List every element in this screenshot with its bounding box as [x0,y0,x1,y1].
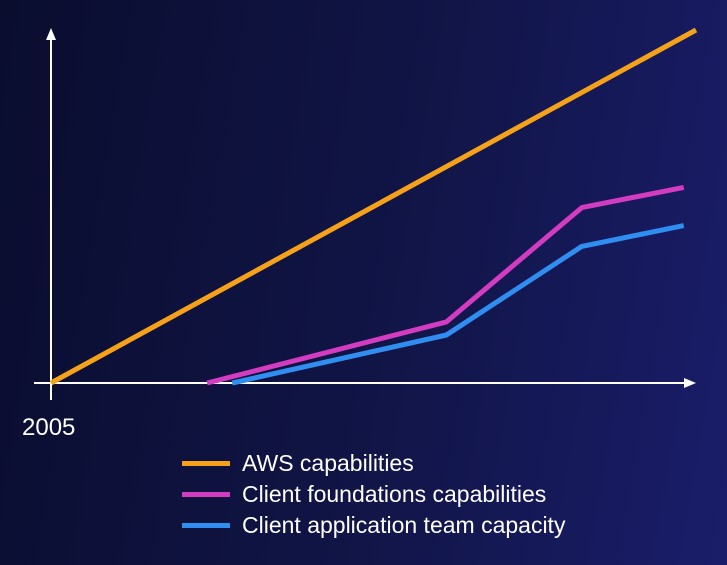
series-line-aws-capabilities [49,27,698,386]
series-line-client-application-team-capacity [231,223,685,386]
axes [34,28,696,400]
legend-item-client-application: Client application team capacity [182,510,565,541]
y-axis-arrow-icon [46,28,56,40]
legend-item-aws-capabilities: AWS capabilities [182,448,565,479]
x-start-label: 2005 [22,414,76,441]
x-axis-arrow-icon [684,378,696,388]
legend-swatch-client-foundations [182,492,230,497]
legend-swatch-client-application [182,523,230,528]
legend: AWS capabilities Client foundations capa… [182,448,565,541]
legend-label-client-foundations: Client foundations capabilities [242,481,547,507]
legend-item-client-foundations: Client foundations capabilities [182,479,565,510]
legend-label-aws-capabilities: AWS capabilities [242,450,414,476]
legend-swatch-aws-capabilities [182,461,230,466]
series-line-client-foundations-capabilities [206,184,685,386]
legend-label-client-application: Client application team capacity [242,512,566,538]
series-layer [49,27,698,386]
